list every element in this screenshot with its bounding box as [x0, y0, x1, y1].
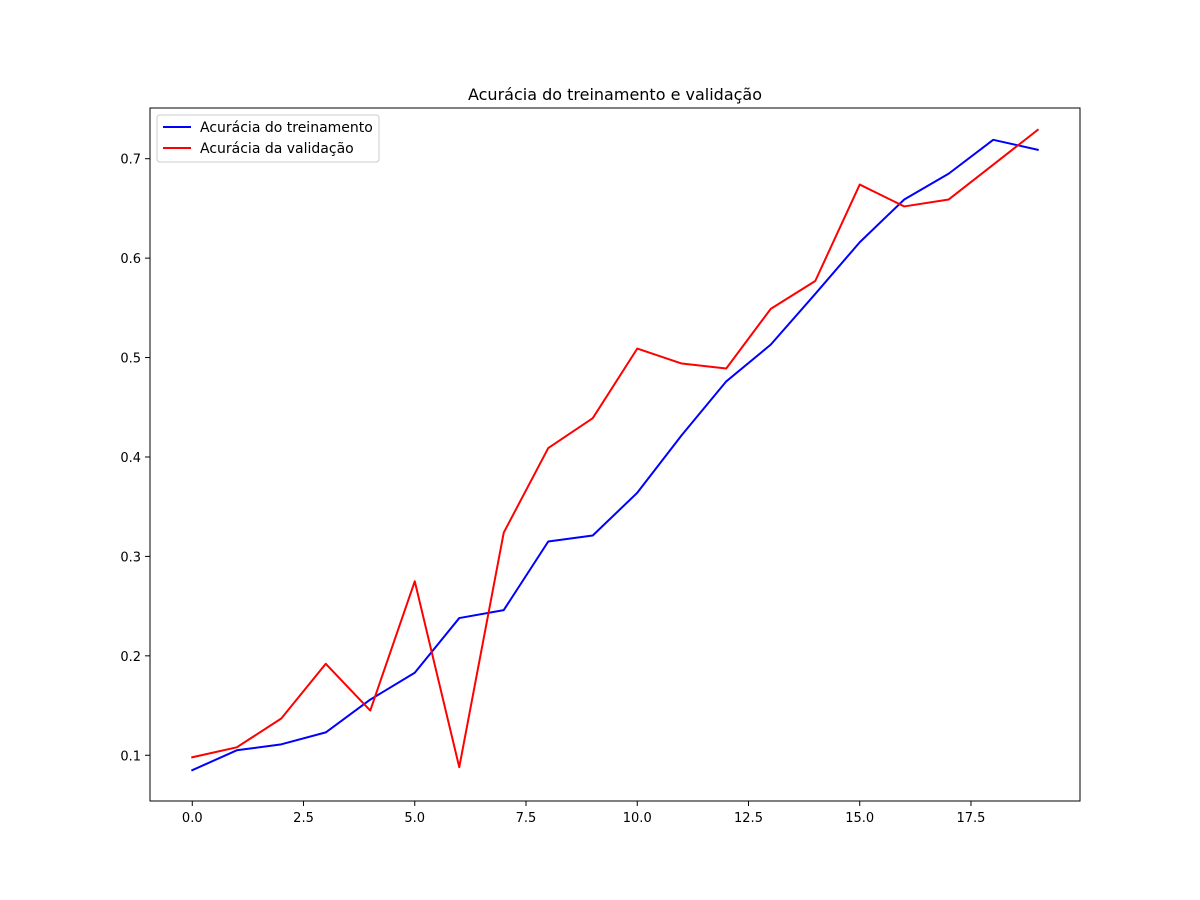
- y-tick-label: 0.3: [120, 550, 141, 565]
- x-tick-label: 17.5: [957, 811, 986, 826]
- series-line-1: [191, 128, 1040, 769]
- x-tick-label: 10.0: [623, 811, 652, 826]
- y-tick-label: 0.1: [120, 749, 141, 764]
- y-tick-label: 0.4: [120, 451, 141, 466]
- x-tick-label: 5.0: [404, 811, 425, 826]
- series-line-0: [190, 138, 1039, 772]
- y-tick-label: 0.6: [120, 252, 141, 267]
- axes-frame: [149, 107, 1081, 802]
- x-tick-label: 12.5: [734, 811, 763, 826]
- y-axis-ticks: 0.1 0.2 0.3 0.4 0.5 0.6 0.7: [120, 153, 150, 764]
- y-tick-label: 0.7: [120, 153, 141, 168]
- chart-title: Acurácia do treinamento e validação: [468, 85, 762, 104]
- y-tick-label: 0.2: [120, 650, 141, 665]
- x-tick-label: 2.5: [293, 811, 314, 826]
- plot-area: [149, 107, 1081, 802]
- series-layer: [190, 128, 1040, 772]
- legend: Acurácia do treinamento Acurácia da vali…: [156, 114, 380, 163]
- legend-label-validation: Acurácia da validação: [200, 141, 354, 157]
- x-tick-label: 7.5: [516, 811, 537, 826]
- legend-label-training: Acurácia do treinamento: [200, 120, 373, 136]
- x-axis-ticks: 0.0 2.5 5.0 7.5 10.0 12.5 15.0 17.5: [182, 801, 986, 826]
- x-tick-label: 0.0: [182, 811, 203, 826]
- y-tick-label: 0.5: [120, 352, 141, 367]
- x-tick-label: 15.0: [845, 811, 874, 826]
- legend-box: [156, 114, 380, 163]
